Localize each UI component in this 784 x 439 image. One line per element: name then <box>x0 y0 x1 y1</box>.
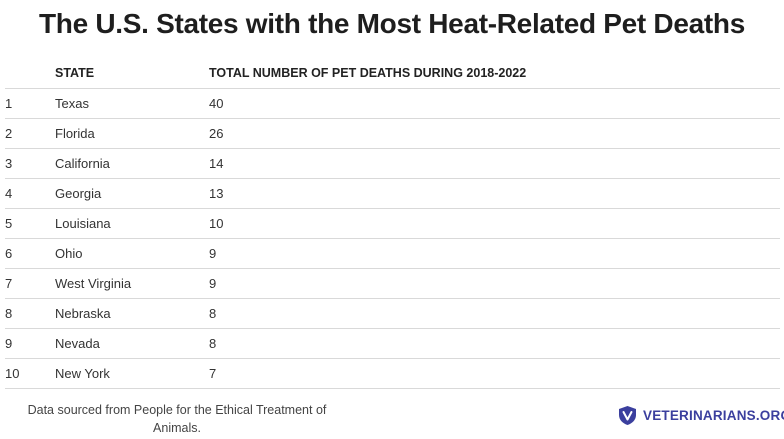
deaths-cell: 8 <box>209 328 780 359</box>
table-row: 2 Florida 26 <box>5 118 780 149</box>
rank-cell: 2 <box>5 118 55 149</box>
deaths-cell: 14 <box>209 148 780 179</box>
page-title: The U.S. States with the Most Heat-Relat… <box>38 8 746 39</box>
column-header-state: STATE <box>55 58 209 89</box>
brand-name: VETERINARIANS.ORG <box>643 407 784 423</box>
rank-cell: 9 <box>5 328 55 359</box>
state-cell: New York <box>55 358 209 389</box>
state-cell: Georgia <box>55 178 209 209</box>
data-source-note: Data sourced from People for the Ethical… <box>27 403 327 435</box>
deaths-cell: 10 <box>209 208 780 239</box>
state-cell: Texas <box>55 88 209 119</box>
column-header-rank <box>5 58 55 89</box>
rank-cell: 6 <box>5 238 55 269</box>
table-row: 9 Nevada 8 <box>5 328 780 359</box>
state-cell: Ohio <box>55 238 209 269</box>
deaths-cell: 13 <box>209 178 780 209</box>
state-cell: Florida <box>55 118 209 149</box>
table-row: 1 Texas 40 <box>5 88 780 119</box>
deaths-cell: 9 <box>209 238 780 269</box>
deaths-cell: 40 <box>209 88 780 119</box>
deaths-cell: 8 <box>209 298 780 329</box>
table-row: 8 Nebraska 8 <box>5 298 780 329</box>
table-row: 3 California 14 <box>5 148 780 179</box>
state-cell: West Virginia <box>55 268 209 299</box>
table-header-row: STATE TOTAL NUMBER OF PET DEATHS DURING … <box>5 58 780 89</box>
deaths-cell: 7 <box>209 358 780 389</box>
table-row: 4 Georgia 13 <box>5 178 780 209</box>
rank-cell: 10 <box>5 358 55 389</box>
table-row: 6 Ohio 9 <box>5 238 780 269</box>
v-shield-logo-icon <box>617 405 638 426</box>
rank-cell: 8 <box>5 298 55 329</box>
state-cell: California <box>55 148 209 179</box>
state-cell: Louisiana <box>55 208 209 239</box>
column-header-deaths: TOTAL NUMBER OF PET DEATHS DURING 2018-2… <box>209 58 780 89</box>
brand-logo[interactable]: VETERINARIANS.ORG <box>617 404 784 426</box>
rank-cell: 1 <box>5 88 55 119</box>
deaths-cell: 9 <box>209 268 780 299</box>
rank-cell: 5 <box>5 208 55 239</box>
table-row: 5 Louisiana 10 <box>5 208 780 239</box>
pet-deaths-table: STATE TOTAL NUMBER OF PET DEATHS DURING … <box>5 58 780 389</box>
table-row: 10 New York 7 <box>5 358 780 389</box>
state-cell: Nevada <box>55 328 209 359</box>
rank-cell: 4 <box>5 178 55 209</box>
state-cell: Nebraska <box>55 298 209 329</box>
deaths-cell: 26 <box>209 118 780 149</box>
table-row: 7 West Virginia 9 <box>5 268 780 299</box>
rank-cell: 7 <box>5 268 55 299</box>
rank-cell: 3 <box>5 148 55 179</box>
